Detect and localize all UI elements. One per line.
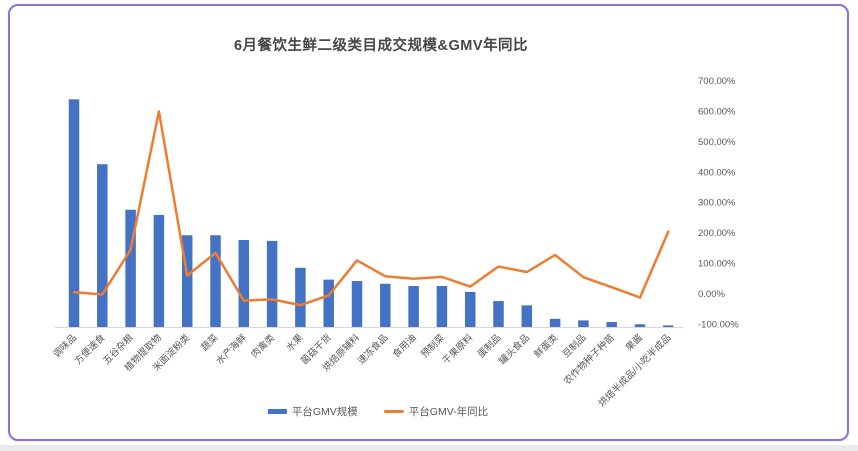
- gmv-scale-bar: [634, 324, 646, 327]
- gmv-scale-bar: [181, 235, 193, 327]
- x-axis-category-label: 罐头食品: [497, 332, 532, 367]
- bar-series-swatch-icon: [267, 409, 287, 414]
- gmv-scale-bar: [153, 214, 165, 327]
- x-axis-category-label: 肉禽类: [249, 331, 278, 360]
- gmv-scale-bar: [68, 99, 80, 327]
- gmv-scale-bar: [210, 235, 221, 327]
- gmv-scale-bar: [436, 286, 448, 327]
- gmv-scale-bar: [493, 301, 504, 327]
- gmv-scale-bar: [380, 283, 391, 327]
- right-axis-tick-label: 600.00%: [698, 107, 736, 118]
- line-series-swatch-icon: [383, 410, 404, 413]
- gmv-scale-bar: [464, 291, 476, 327]
- gmv-scale-bar: [323, 279, 334, 327]
- chart-legend: 平台GMV规模 平台GMV-年同比: [267, 404, 489, 419]
- gmv-scale-bar: [606, 321, 617, 327]
- right-axis-tick-label: 400.00%: [698, 167, 736, 178]
- legend-item-gmv-yoy: 平台GMV-年同比: [383, 404, 489, 419]
- gmv-scale-bar: [266, 240, 278, 327]
- right-axis-tick-label: 500.00%: [698, 137, 736, 148]
- right-axis-tick-label: 100.00%: [698, 259, 736, 270]
- right-axis-tick-label: 300.00%: [698, 198, 736, 209]
- legend-label-gmv-scale: 平台GMV规模: [291, 406, 358, 418]
- gmv-scale-bar: [125, 209, 136, 327]
- gmv-scale-bar: [521, 305, 533, 327]
- x-axis-category-label: 食用油: [390, 332, 419, 361]
- gmv-scale-bar: [351, 281, 363, 327]
- page-bottom-strip: [0, 445, 858, 451]
- x-axis-category-label: 水产海鲜: [214, 331, 250, 367]
- gmv-scale-bar: [408, 286, 419, 327]
- chart-card: 6月餐饮生鲜二级类目成交规模&GMV年同比 700.00% 600.00% 500.…: [8, 4, 849, 441]
- x-axis-category-label: 农作物种子种苗: [561, 332, 617, 388]
- gmv-scale-bar: [238, 240, 250, 327]
- right-axis-tick-label: 200.00%: [698, 228, 736, 239]
- right-axis-tick-label: -100.00%: [698, 319, 739, 330]
- x-axis-category-label: 干果原料: [440, 331, 476, 367]
- legend-item-gmv-scale: 平台GMV规模: [267, 404, 358, 419]
- x-axis-category-label: 水果: [284, 331, 306, 353]
- x-axis-category-label: 鲜蛋类: [532, 331, 561, 360]
- right-axis-tick-label: 0.00%: [698, 289, 725, 300]
- legend-label-gmv-yoy: 平台GMV-年同比: [408, 406, 489, 418]
- gmv-scale-bar: [578, 320, 589, 327]
- x-axis-category-label: 速冻食品: [355, 332, 390, 367]
- gmv-scale-bar: [549, 318, 561, 327]
- chart-canvas: 700.00% 600.00% 500.00% 400.00% 300.00% 200.0…: [50, 76, 739, 409]
- gmv-scale-bar: [295, 267, 306, 327]
- gmv-scale-bar: [97, 164, 108, 327]
- gmv-yoy-trend-line: [72, 110, 670, 307]
- right-axis-tick-label: 700.00%: [698, 76, 736, 87]
- chart-title: 6月餐饮生鲜二级类目成交规模&GMV年同比: [233, 38, 529, 54]
- x-axis-category-label: 蔬菜: [199, 331, 221, 353]
- x-axis-category-label: 果酱: [623, 332, 645, 354]
- gmv-scale-bar: [663, 325, 674, 327]
